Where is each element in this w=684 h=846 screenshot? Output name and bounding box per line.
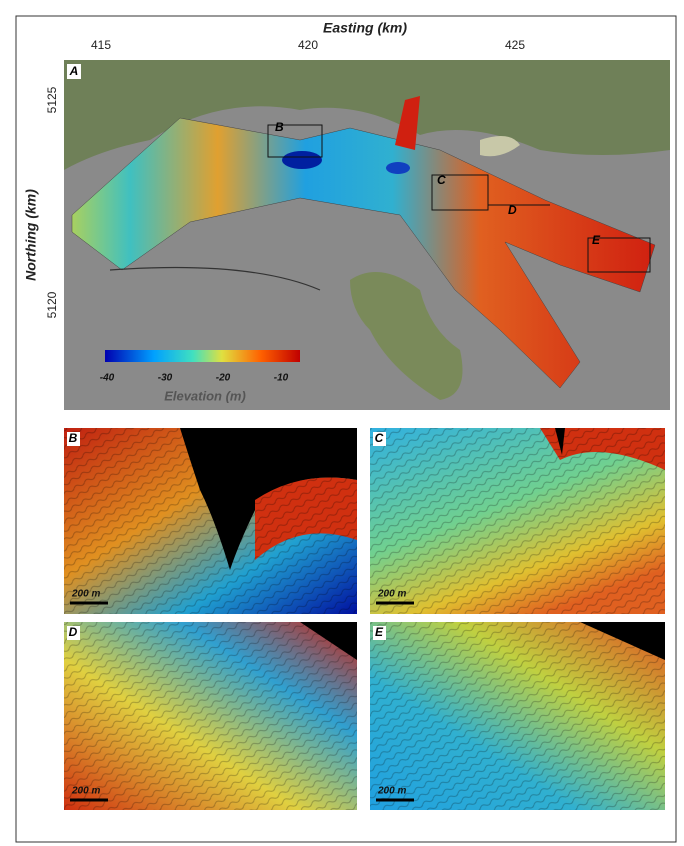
detail-panel [64,622,357,810]
panel-label: A [69,64,79,78]
detail-panel [64,428,357,614]
scale-bar-label: 200 m [377,786,406,797]
colorbar-label: Elevation (m) [164,388,246,403]
colorbar-tick: -20 [216,373,231,384]
x-tick-label: 420 [298,38,318,52]
box-label: C [437,173,446,187]
detail-panel [370,428,665,614]
x-axis-label: Easting (km) [323,20,407,36]
scale-bar-label: 200 m [71,786,100,797]
figure: Easting (km) 415 420 425 Northing (km) 5… [0,0,684,846]
panel-label: D [69,625,78,639]
box-label: E [592,233,601,247]
y-tick-label: 5125 [45,86,59,113]
colorbar [105,350,300,362]
panel-label: B [69,431,78,445]
colorbar-tick: -40 [100,373,115,384]
x-tick-label: 425 [505,38,525,52]
detail-panel [370,622,665,810]
panel-label: C [375,431,384,445]
scale-bar-label: 200 m [71,589,100,600]
panel-label: E [375,625,384,639]
x-tick-label: 415 [91,38,111,52]
colorbar-tick: -30 [158,373,173,384]
y-axis-label: Northing (km) [23,189,39,281]
box-label: D [508,203,517,217]
y-tick-label: 5120 [45,291,59,318]
box-label: B [275,120,284,134]
scale-bar-label: 200 m [377,589,406,600]
colorbar-tick: -10 [274,373,289,384]
